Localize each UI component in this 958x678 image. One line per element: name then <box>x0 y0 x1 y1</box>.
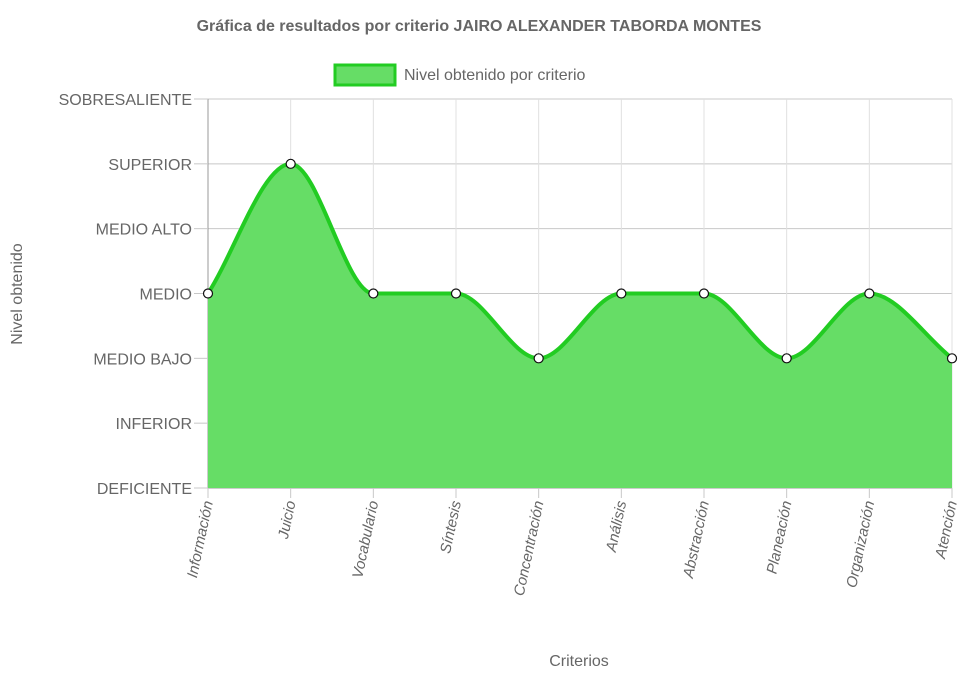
x-tick-label: Información <box>184 499 217 579</box>
data-point[interactable] <box>450 288 462 299</box>
legend[interactable]: Nivel obtenido por criterio <box>333 63 586 87</box>
data-point[interactable] <box>698 288 710 299</box>
y-tick-label: SOBRESALIENTE <box>59 92 192 109</box>
x-axis-label: Criterios <box>549 653 609 670</box>
data-point[interactable] <box>368 288 379 299</box>
x-tick-label: Concentración <box>511 499 548 597</box>
data-point[interactable] <box>781 353 792 364</box>
data-point[interactable] <box>533 353 544 364</box>
series-area <box>206 161 954 489</box>
y-axis-label: Nivel obtenido <box>9 243 26 345</box>
data-point[interactable] <box>202 288 214 299</box>
x-tick-label: Síntesis <box>437 499 465 555</box>
y-tick-label: MEDIO <box>140 287 192 304</box>
y-tick-label: MEDIO ALTO <box>96 222 192 239</box>
data-point[interactable] <box>946 353 958 364</box>
x-tick-label: Abstracción <box>680 499 713 580</box>
x-tick-label: Organización <box>843 499 878 589</box>
y-tick-label: INFERIOR <box>116 416 192 433</box>
y-tick-label: SUPERIOR <box>108 157 192 174</box>
x-tick-label: Análisis <box>603 499 631 555</box>
data-point[interactable] <box>864 288 875 299</box>
x-tick-label: Planeación <box>764 499 796 575</box>
chart-title: Gráfica de resultados por criterio JAIRO… <box>197 18 762 35</box>
y-tick-label: MEDIO BAJO <box>93 351 192 368</box>
x-tick-label: Vocabulario <box>349 499 382 579</box>
y-tick-label: DEFICIENTE <box>97 481 192 498</box>
data-point[interactable] <box>616 288 627 299</box>
data-point[interactable] <box>285 158 296 169</box>
legend-swatch <box>333 63 397 87</box>
legend-label: Nivel obtenido por criterio <box>404 67 586 84</box>
data-points <box>202 158 958 364</box>
x-tick-label: Juicio <box>275 499 300 541</box>
x-axis-ticks: Información Juicio Vocabulario Síntesis Conc… <box>184 499 958 598</box>
x-tick-label: Atención <box>932 499 958 561</box>
series-line <box>206 161 954 361</box>
y-axis-ticks: DEFICIENTE INFERIOR MEDIO BAJO MEDIO MEDIO A… <box>59 92 192 498</box>
